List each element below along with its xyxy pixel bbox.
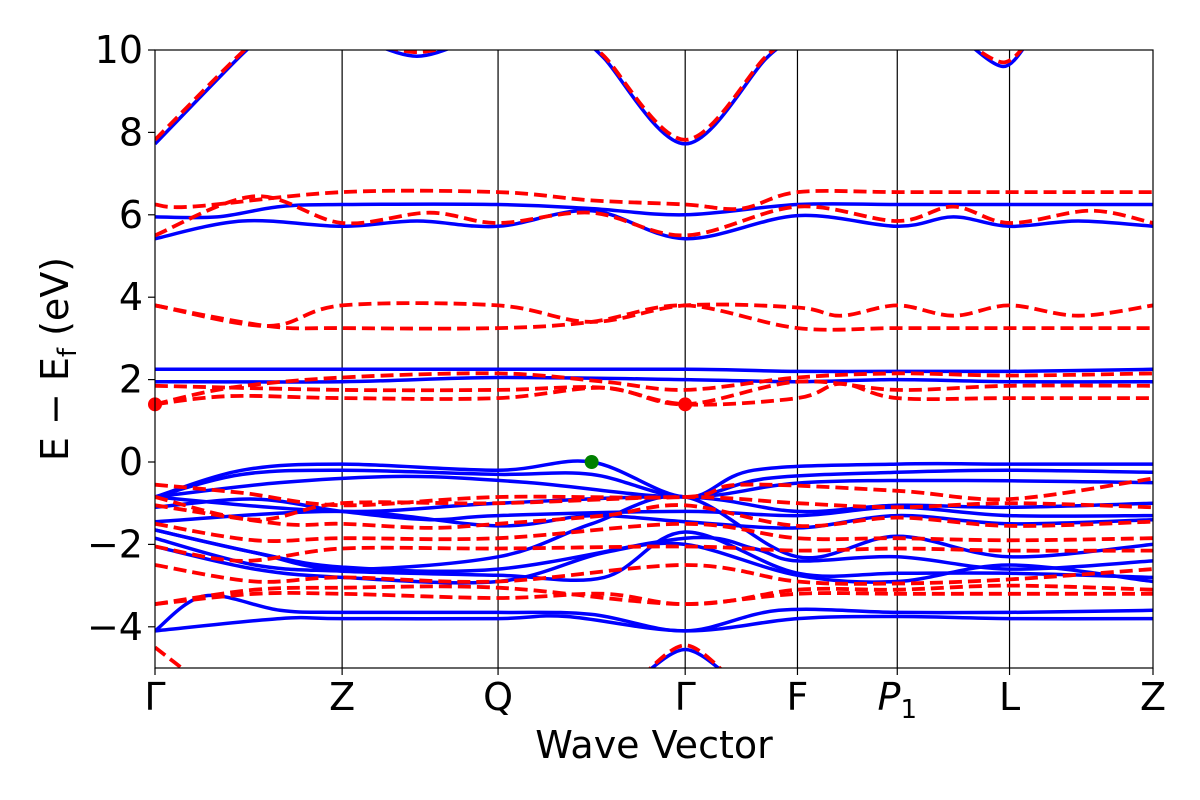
y-axis-title: E − Ef (eV) [33, 257, 83, 461]
solid-band-line [155, 509, 1153, 530]
solid-band-line [155, 494, 1153, 571]
plot-frame [154, 49, 1154, 669]
band-edge-markers [148, 397, 693, 469]
solid-band-line [155, 614, 1153, 633]
solid-band-line [384, 50, 450, 58]
dashed-band-line [594, 50, 777, 142]
dashed-band-line [155, 301, 1153, 328]
y-axis-ticks: −4 −2 0 2 4 6 8 10 [87, 28, 155, 649]
y-tick-label: 2 [119, 358, 143, 402]
y-tick-label: 10 [95, 28, 143, 72]
dashed-band-line [155, 495, 1153, 522]
solid-band-line [155, 202, 1153, 220]
y-tick-label: 6 [119, 193, 143, 237]
dashed-band-line [155, 194, 1153, 238]
x-axis-ticks: Γ Z Q Γ F P1 L Z [144, 668, 1166, 725]
solid-band-line [973, 50, 1025, 69]
solid-band-line [155, 528, 1153, 574]
solid-band-line [155, 468, 1153, 499]
solid-band-line [155, 367, 1153, 374]
dashed-band-line [155, 583, 1153, 607]
y-tick-label: 8 [119, 110, 143, 154]
solid-band-line [649, 647, 722, 668]
x-tick-label: Γ [675, 675, 696, 719]
y-tick-label: 0 [119, 440, 143, 484]
x-tick-label: Z [329, 675, 355, 719]
dashed-band-line [155, 476, 1153, 508]
solid-band-line [155, 541, 1153, 585]
dashed-band-line [155, 379, 1153, 407]
solid-band-line [155, 459, 1153, 499]
dashed-band-line [155, 188, 1153, 211]
dashed-band-line [155, 521, 1153, 543]
dashed-band-line [155, 645, 185, 668]
solid-band-line [155, 593, 1153, 633]
dashed-band-line [155, 590, 1153, 606]
dashed-band-line [155, 503, 1153, 530]
x-tick-label: Γ [144, 675, 165, 719]
x-tick-label: L [999, 675, 1020, 719]
band-edge-marker [584, 455, 599, 469]
x-tick-label: P1 [878, 675, 917, 725]
solid-band-line [155, 50, 250, 146]
solid-band-line [593, 50, 779, 146]
dashed-band-line [155, 50, 248, 142]
y-tick-label: −2 [87, 522, 143, 566]
dashed-band-line [155, 544, 1153, 563]
y-tick-label: −4 [87, 605, 143, 649]
dashed-band-line [155, 303, 1153, 332]
x-tick-label: F [787, 675, 809, 719]
band-lines [155, 50, 1153, 668]
solid-band-line [155, 474, 1153, 499]
x-axis-title: Wave Vector [535, 723, 773, 767]
x-tick-label: Q [483, 675, 513, 719]
dashed-band-line [155, 563, 1153, 586]
band-edge-marker [678, 397, 693, 412]
kpoint-separators [341, 50, 1011, 668]
x-tick-label: Z [1140, 675, 1166, 719]
solid-band-line [155, 375, 1153, 384]
y-tick-label: 4 [119, 275, 143, 319]
dashed-band-line [974, 50, 1024, 65]
solid-band-line [155, 497, 1153, 522]
solid-band-line [155, 208, 1153, 241]
